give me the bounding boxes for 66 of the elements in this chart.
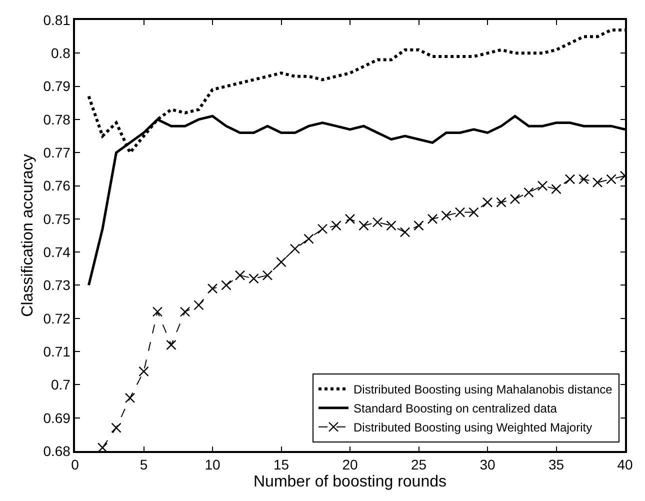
point [276, 256, 286, 268]
y-tick-label: 0.79 [43, 78, 71, 94]
x-axis-title: Number of boosting rounds [254, 474, 446, 491]
point [317, 224, 328, 234]
point [358, 220, 369, 231]
y-tick-label: 0.75 [43, 210, 71, 227]
point [234, 270, 246, 280]
y-tick-label: 0.72 [43, 310, 71, 326]
point [564, 174, 576, 184]
point [496, 197, 506, 208]
point [331, 220, 342, 231]
point [510, 194, 520, 204]
point [180, 306, 190, 317]
point [372, 217, 383, 228]
point [152, 306, 163, 317]
x-tick-label: 0 [71, 456, 80, 473]
point [454, 207, 466, 218]
point [482, 197, 493, 208]
point [400, 227, 410, 238]
legend-label: Distributed Boosting using Mahalanobis distance [354, 382, 613, 397]
point [468, 207, 479, 218]
x-tick-label: 15 [273, 456, 290, 473]
point [386, 220, 396, 231]
point [414, 220, 424, 231]
x-tick-label: 10 [204, 456, 220, 473]
x-tick-label: 40 [617, 456, 633, 473]
x-tick-label: 25 [410, 456, 427, 473]
y-tick-label: 0.77 [43, 144, 71, 161]
point [524, 187, 534, 198]
y-tick-label: 0.71 [43, 343, 71, 360]
x-tick-label: 20 [342, 456, 358, 473]
point [138, 366, 149, 377]
y-tick-label: 0.69 [43, 410, 71, 426]
point [592, 177, 603, 188]
y-axis-title: Classification accuracy [20, 154, 37, 317]
point [248, 274, 259, 284]
point [578, 174, 589, 184]
x-tick-label: 30 [480, 456, 496, 473]
y-tick-label: 0.73 [43, 277, 71, 294]
point [441, 210, 452, 221]
point [551, 184, 562, 194]
point [290, 244, 300, 254]
legend-label: Distributed Boosting using Weighted Majority [354, 420, 592, 435]
point [207, 283, 218, 294]
y-tick-label: 0.76 [43, 178, 71, 194]
point [221, 280, 232, 290]
point [606, 174, 616, 184]
point [262, 270, 273, 280]
x-tick-label: 35 [548, 456, 564, 473]
point [124, 392, 136, 404]
y-tick-label: 0.81 [43, 12, 71, 28]
x-tick-label: 5 [140, 456, 148, 473]
y-tick-label: 0.74 [43, 244, 71, 260]
point [97, 442, 108, 451]
y-tick-label: 0.7 [50, 376, 71, 393]
point [427, 214, 438, 224]
point [304, 234, 314, 244]
point [194, 300, 204, 310]
y-tick-label: 0.8 [50, 45, 71, 62]
point [537, 180, 548, 191]
point [166, 340, 176, 350]
y-tick-label: 0.68 [43, 442, 71, 459]
point [344, 214, 356, 224]
point [111, 422, 122, 433]
legend-label: Standard Boosting on centralized data [354, 402, 558, 416]
y-tick-label: 0.78 [43, 111, 71, 128]
